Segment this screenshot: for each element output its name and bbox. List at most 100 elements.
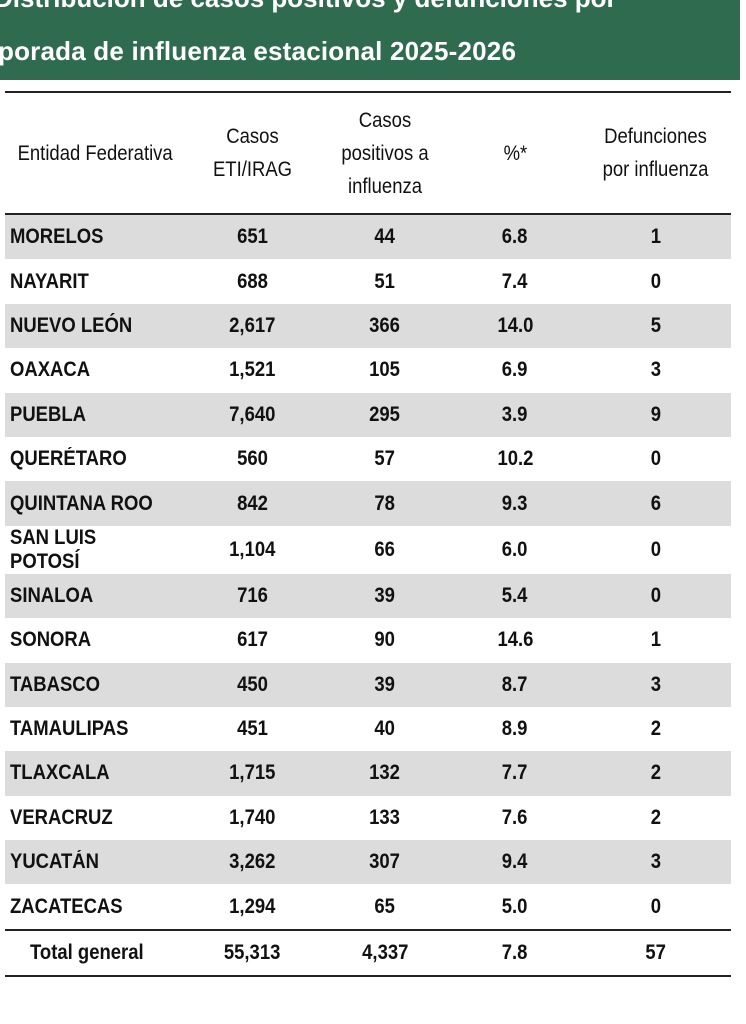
table-cell-text: 3	[650, 358, 661, 382]
table-cell: ZACATECAS	[5, 884, 185, 929]
column-header-text: Casos ETI/IRAG	[212, 125, 293, 181]
table-cell: 57	[320, 437, 450, 481]
table-cell-text: 716	[237, 583, 268, 607]
total-cell: 7.8	[450, 928, 580, 977]
table-cell: PUEBLA	[5, 393, 185, 437]
table-cell: 2	[580, 796, 731, 840]
table-cell-text: 1,521	[229, 358, 276, 382]
table-cell-text: 307	[369, 850, 401, 874]
table-cell-text: 6.8	[502, 225, 528, 249]
table-cell-text: 40	[374, 717, 396, 741]
table-cell-text: 3	[650, 672, 661, 696]
table-cell: 3	[580, 663, 731, 707]
table-row: VERACRUZ 1,740 133 7.6 2	[5, 796, 731, 840]
table-cell-text: YUCATÁN	[10, 850, 99, 874]
table-cell: VERACRUZ	[5, 796, 185, 840]
total-cell: Total general	[5, 928, 185, 977]
table-cell-text: 451	[237, 717, 268, 741]
table-cell: 450	[185, 663, 320, 707]
table-cell: QUINTANA ROO	[5, 481, 185, 525]
table-cell-text: 8.9	[502, 717, 528, 741]
table-cell-text: 7,640	[229, 402, 276, 426]
table-row: MORELOS 651 44 6.8 1	[5, 214, 731, 260]
table-cell: 3	[580, 348, 731, 392]
table-cell: SONORA	[5, 618, 185, 662]
table-cell: 1,740	[185, 796, 320, 840]
table-cell: 66	[320, 526, 450, 574]
table-cell: 51	[320, 259, 450, 303]
total-cell: 57	[580, 928, 731, 977]
table-cell: 39	[320, 574, 450, 618]
table-cell: 0	[580, 437, 731, 481]
table-cell: 6	[580, 481, 731, 525]
table-cell-text: TABASCO	[10, 672, 101, 696]
table-cell: 1,294	[185, 884, 320, 929]
table-cell-text: 295	[369, 402, 401, 426]
table-cell-text: 5	[650, 313, 661, 337]
table-cell-text: 1,740	[229, 805, 276, 829]
title-banner: Distribución de casos positivos y defunc…	[0, 0, 740, 80]
table-cell-text: SINALOA	[10, 583, 94, 607]
table-cell: 65	[320, 884, 450, 929]
table-cell: 451	[185, 707, 320, 751]
table-cell-text: 1	[650, 628, 661, 652]
table-cell-text: 66	[374, 537, 396, 561]
table-cell: 105	[320, 348, 450, 392]
table-cell: 8.9	[450, 707, 580, 751]
table-cell-text: 133	[369, 805, 401, 829]
table-cell-text: QUINTANA ROO	[10, 491, 153, 515]
table-cell-text: NAYARIT	[10, 269, 89, 293]
table-cell: 5.4	[450, 574, 580, 618]
table-cell: 1	[580, 214, 731, 259]
column-header-text: Entidad Federativa	[17, 141, 173, 165]
table-cell-text: 5.4	[502, 583, 528, 607]
table-head: Entidad Federativa Casos ETI/IRAG Casos po…	[5, 91, 731, 215]
table-cell: SINALOA	[5, 574, 185, 618]
table-row: PUEBLA 7,640 295 3.9 9	[5, 392, 731, 437]
table-cell: 14.6	[450, 618, 580, 662]
table-cell: 3	[580, 840, 731, 884]
total-cell: 4,337	[320, 928, 450, 977]
table-cell-text: SAN LUIS POTOSÍ	[10, 525, 97, 573]
table-cell: 5	[580, 304, 731, 348]
table-cell: 7,640	[185, 393, 320, 437]
table-cell: 14.0	[450, 304, 580, 348]
table-cell: 0	[580, 884, 731, 929]
table-row: QUERÉTARO 560 57 10.2 0	[5, 437, 731, 481]
table-body: MORELOS 651 44 6.8 1 NAYARIT 688 51 7.4 0 NUEVO LE…	[5, 214, 731, 930]
table-cell: 90	[320, 618, 450, 662]
table-cell: 2	[580, 751, 731, 795]
table-cell: 78	[320, 481, 450, 525]
table-cell: 1,715	[185, 751, 320, 795]
column-header: %*	[450, 91, 580, 215]
column-header-text: Defunciones por influenza	[602, 125, 709, 181]
table-row: ZACATECAS 1,294 65 5.0 0	[5, 884, 731, 929]
table-cell: 842	[185, 481, 320, 525]
table-cell-text: 65	[374, 894, 396, 918]
table-cell-text: 78	[374, 491, 396, 515]
table-cell-text: 5.0	[502, 894, 528, 918]
table-cell: 2	[580, 707, 731, 751]
table-cell-text: 2	[650, 805, 661, 829]
column-header: Defunciones por influenza	[580, 91, 731, 215]
total-row: Total general 55,313 4,337 7.8 57	[5, 928, 731, 977]
table-cell-text: 105	[369, 358, 401, 382]
table-cell-text: TLAXCALA	[10, 761, 110, 785]
table-cell: 1,104	[185, 526, 320, 574]
title-line: Distribución de casos positivos y defunc…	[0, 0, 617, 14]
table-cell-text: 1,294	[229, 894, 276, 918]
table-cell-text: 450	[237, 672, 268, 696]
table-cell: 7.6	[450, 796, 580, 840]
table-cell-text: 688	[237, 269, 268, 293]
table-cell-text: 842	[237, 491, 268, 515]
table-cell: 9.4	[450, 840, 580, 884]
table-cell: 560	[185, 437, 320, 481]
table-cell-text: 0	[650, 894, 661, 918]
table-cell: 6.0	[450, 526, 580, 574]
table-cell: 5.0	[450, 884, 580, 929]
table-cell: SAN LUIS POTOSÍ	[5, 526, 185, 574]
table-cell-text: ZACATECAS	[10, 894, 123, 918]
table-cell: 688	[185, 259, 320, 303]
table-cell: 6.8	[450, 214, 580, 259]
